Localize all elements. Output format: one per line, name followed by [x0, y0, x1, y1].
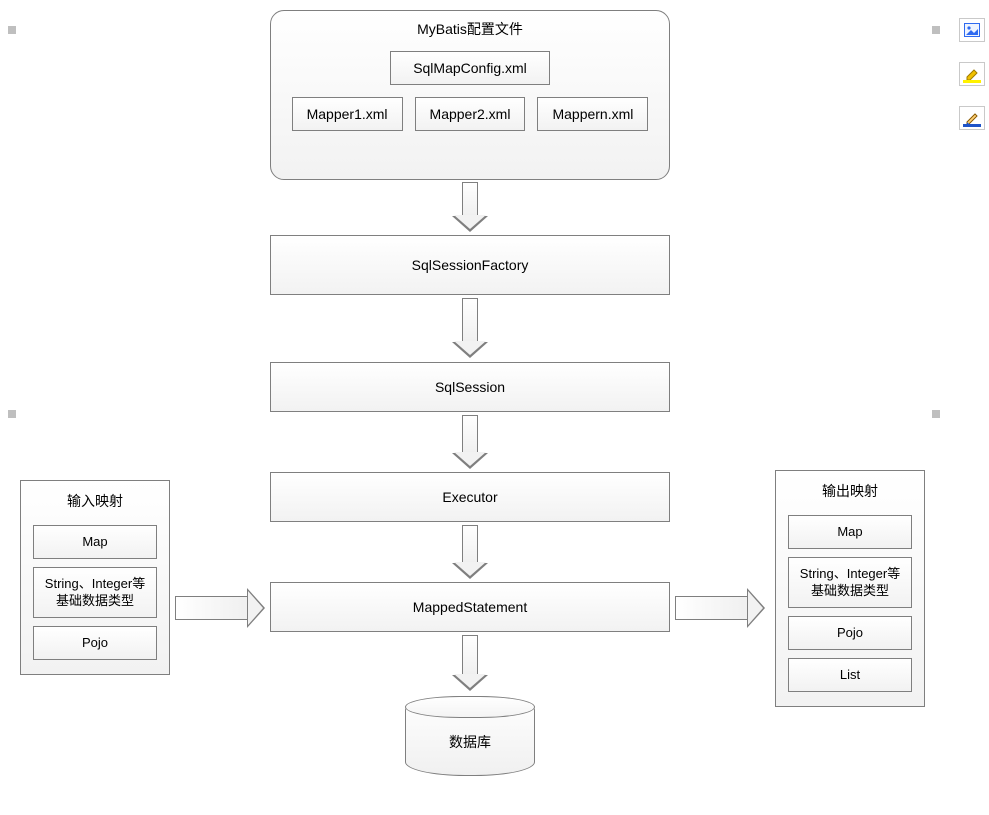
selection-handle	[932, 26, 940, 34]
panel-output-title: 输出映射	[788, 481, 912, 507]
picture-icon[interactable]	[959, 18, 985, 42]
output-item-pojo: Pojo	[788, 616, 912, 650]
floating-toolbar	[959, 18, 985, 130]
input-item-basic: String、Integer等基础数据类型	[33, 567, 157, 618]
node-mappern: Mappern.xml	[537, 97, 648, 131]
output-item-basic: String、Integer等基础数据类型	[788, 557, 912, 608]
selection-handle	[8, 26, 16, 34]
input-item-map: Map	[33, 525, 157, 559]
highlight-icon[interactable]	[959, 62, 985, 86]
arrow-down-icon	[452, 415, 488, 469]
selection-handle	[8, 410, 16, 418]
output-item-list: List	[788, 658, 912, 692]
pen-icon[interactable]	[959, 106, 985, 130]
node-executor: Executor	[270, 472, 670, 522]
arrow-right-icon	[175, 586, 265, 630]
panel-input-title: 输入映射	[33, 491, 157, 517]
node-mapper1: Mapper1.xml	[292, 97, 403, 131]
input-item-pojo: Pojo	[33, 626, 157, 660]
arrow-right-icon	[675, 586, 765, 630]
arrow-down-icon	[452, 298, 488, 358]
arrow-down-icon	[452, 525, 488, 579]
mapper-row: Mapper1.xml Mapper2.xml Mappern.xml	[292, 97, 649, 131]
output-item-map: Map	[788, 515, 912, 549]
node-sqlsessionfactory: SqlSessionFactory	[270, 235, 670, 295]
node-config: MyBatis配置文件 SqlMapConfig.xml Mapper1.xml…	[270, 10, 670, 180]
arrow-down-icon	[452, 635, 488, 691]
node-sqlmapconfig: SqlMapConfig.xml	[390, 51, 550, 85]
panel-input-mapping: 输入映射 Map String、Integer等基础数据类型 Pojo	[20, 480, 170, 675]
panel-output-mapping: 输出映射 Map String、Integer等基础数据类型 Pojo List	[775, 470, 925, 707]
database-label: 数据库	[449, 732, 491, 752]
node-mapper2: Mapper2.xml	[415, 97, 526, 131]
node-sqlsession: SqlSession	[270, 362, 670, 412]
node-database: 数据库	[405, 696, 535, 776]
diagram-canvas: MyBatis配置文件 SqlMapConfig.xml Mapper1.xml…	[0, 0, 989, 815]
node-mappedstatement: MappedStatement	[270, 582, 670, 632]
selection-handle	[932, 410, 940, 418]
config-title: MyBatis配置文件	[417, 19, 523, 39]
arrow-down-icon	[452, 182, 488, 232]
